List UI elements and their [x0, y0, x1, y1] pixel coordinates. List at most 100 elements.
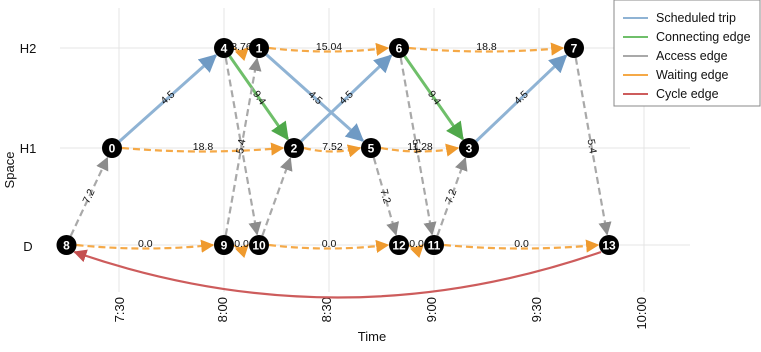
legend: Scheduled trip Connecting edge Access ed…	[613, 0, 761, 107]
node-11: 11	[424, 235, 444, 255]
edge-access-8-0	[69, 156, 109, 237]
edge-access-7-13	[574, 57, 612, 236]
edge-access-5-12	[372, 157, 399, 236]
node-5: 5	[361, 138, 381, 158]
node-circle	[389, 235, 409, 255]
node-10: 10	[249, 235, 269, 255]
edges	[69, 42, 612, 299]
y-tick-h2: H2	[20, 41, 37, 56]
edge-scheduled-3-7	[475, 54, 568, 143]
edge-waiting-9-10	[233, 244, 249, 259]
node-label: 11	[428, 239, 441, 253]
node-0: 0	[102, 138, 122, 158]
edge-scheduled-2-6	[300, 54, 393, 143]
edge-label-8-0: 7.2	[81, 187, 98, 205]
legend-label-scheduled: Scheduled trip	[656, 11, 736, 25]
y-tick-d: D	[23, 239, 32, 254]
node-circle	[102, 138, 122, 158]
node-2: 2	[284, 138, 304, 158]
node-7: 7	[564, 38, 584, 58]
edge-label-7-13: 5.4	[585, 138, 599, 155]
node-circle	[424, 235, 444, 255]
legend-label-waiting: Waiting edge	[656, 68, 729, 82]
x-tick-0800: 8:00	[215, 297, 230, 322]
node-label: 3	[466, 142, 473, 156]
edge-label-4-1: 3.76	[231, 41, 252, 53]
y-tick-h1: H1	[20, 141, 37, 156]
node-circle	[56, 235, 77, 255]
edge-scheduled-1-5	[265, 53, 365, 142]
edge-label-8-9: 0.0	[138, 238, 153, 250]
edge-label-2-5: 7.52	[322, 141, 343, 153]
edge-access-4-10	[224, 57, 262, 236]
node-circle	[249, 235, 269, 255]
edge-label-9-10: 0.0	[234, 238, 249, 250]
node-circle	[459, 138, 479, 158]
node-circle	[564, 38, 584, 58]
edge-waiting-11-13	[443, 239, 600, 253]
node-circle	[249, 38, 269, 58]
node-circle	[389, 38, 409, 58]
node-label: 2	[291, 142, 298, 156]
edge-label-11-3: 7.2	[443, 187, 459, 205]
node-4: 4	[214, 38, 234, 58]
node-label: 13	[602, 239, 616, 253]
edge-scheduled-0-4	[118, 54, 218, 143]
node-label: 0	[109, 142, 116, 156]
edge-connecting-6-3	[403, 55, 464, 141]
x-tick-0730: 7:30	[112, 297, 127, 322]
edge-access-10-2	[261, 157, 293, 236]
edge-label-5-12: 7.2	[377, 188, 393, 206]
edge-connecting-4-2	[228, 55, 289, 141]
edge-label-1-6: 15.04	[316, 41, 342, 53]
node-circle	[284, 138, 304, 158]
x-tick-1000: 10:00	[634, 297, 649, 330]
edge-waiting-1-6	[268, 42, 390, 56]
node-label: 9	[221, 239, 228, 253]
edge-waiting-0-2	[121, 142, 285, 156]
node-1: 1	[249, 38, 269, 58]
edge-access-11-3	[436, 157, 468, 236]
node-circle	[599, 235, 619, 255]
edge-access-6-11	[399, 57, 437, 236]
edge-label-6-11: 5.4	[410, 138, 424, 155]
legend-label-connecting: Connecting edge	[656, 30, 751, 44]
edge-label-11-13: 0.0	[514, 238, 529, 250]
node-circle	[361, 138, 381, 158]
edge-waiting-8-9	[76, 239, 215, 253]
edge-label-10-12: 0.0	[322, 238, 337, 250]
node-label: 6	[396, 42, 403, 56]
node-label: 4	[221, 42, 228, 56]
edge-label-9-1: 5.4	[234, 138, 248, 155]
edge-label-5-3: 11.28	[407, 141, 433, 153]
edge-label-12-11: 0.0	[409, 238, 424, 250]
legend-label-access: Access edge	[656, 49, 728, 63]
node-label: 7	[571, 42, 578, 56]
x-tick-0900: 9:00	[424, 297, 439, 322]
node-9: 9	[214, 235, 234, 255]
edge-cycle-13-8	[73, 249, 602, 299]
node-6: 6	[389, 38, 409, 58]
edge-waiting-12-11	[408, 244, 424, 259]
node-label: 1	[256, 42, 263, 56]
edge-waiting-5-3	[380, 143, 460, 157]
edge-label-6-7: 18.8	[476, 41, 497, 53]
x-axis: 7:30 8:00 8:30 9:00 9:30 10:00 Time	[112, 297, 649, 344]
edge-waiting-4-1	[233, 47, 249, 62]
node-label: 10	[252, 239, 266, 253]
x-tick-0930: 9:30	[529, 297, 544, 322]
edge-waiting-6-7	[408, 42, 565, 56]
node-label: 8	[63, 239, 70, 253]
node-circle	[214, 38, 234, 58]
node-13: 13	[599, 235, 619, 255]
edge-labels: 4.5 4.5 4.5 4.59.4 9.47.25.47.25.47.25.43.76…	[81, 41, 599, 250]
node-label: 5	[368, 142, 375, 156]
x-axis-title: Time	[358, 329, 386, 344]
node-12: 12	[389, 235, 409, 255]
node-8: 8	[56, 235, 77, 255]
y-axis: Space H2 H1 D	[2, 41, 36, 254]
node-label: 12	[392, 239, 406, 253]
edge-waiting-10-12	[268, 239, 390, 253]
